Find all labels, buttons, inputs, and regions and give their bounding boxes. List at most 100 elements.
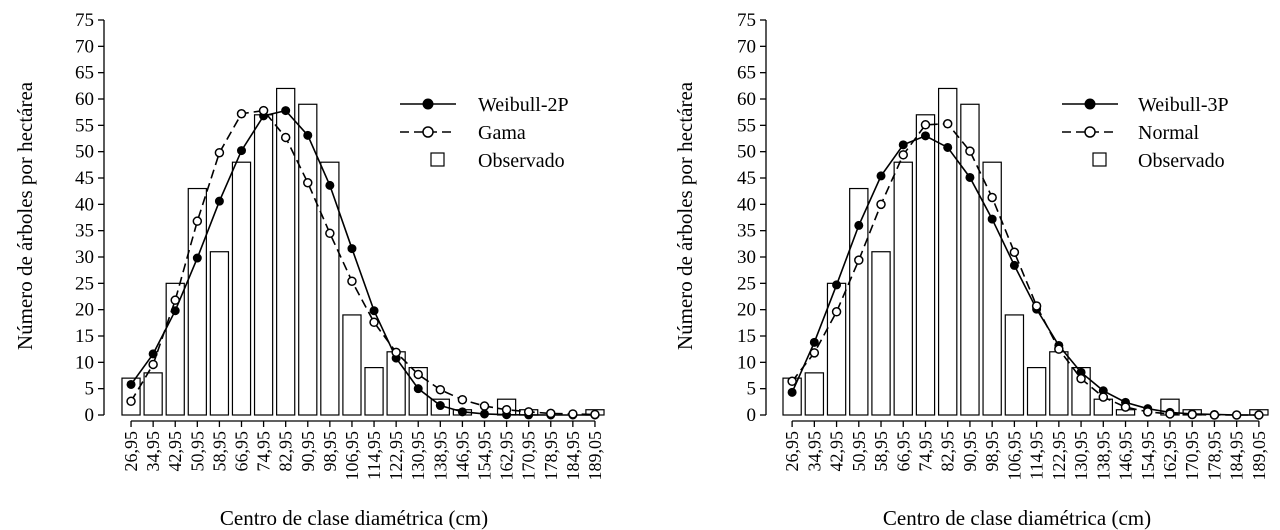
bar bbox=[143, 372, 163, 416]
x-tick-label: 98,95 bbox=[982, 431, 1002, 472]
chart-panel-left: Número de árboles por hectárea Centro de… bbox=[13, 10, 605, 530]
x-tick-label: 122,95 bbox=[386, 431, 406, 481]
data-point-open bbox=[501, 404, 512, 415]
data-point-open bbox=[787, 376, 797, 387]
data-point-open bbox=[435, 384, 446, 395]
x-tick-label: 130,95 bbox=[408, 431, 428, 481]
data-point-filled bbox=[148, 349, 158, 359]
x-tick-label: 42,95 bbox=[165, 431, 185, 472]
bar bbox=[1026, 367, 1047, 416]
bar bbox=[165, 282, 185, 416]
data-point-open bbox=[192, 216, 203, 226]
bar bbox=[209, 251, 230, 416]
data-point-open bbox=[523, 407, 534, 417]
y-tick-label: 0 bbox=[85, 405, 95, 426]
x-tick-label: 66,95 bbox=[232, 431, 252, 472]
y-tick-label: 40 bbox=[737, 194, 756, 215]
y-tick-label: 60 bbox=[75, 89, 94, 110]
series-line-solid bbox=[791, 134, 1259, 416]
x-tick-label: 130,95 bbox=[1071, 431, 1091, 481]
y-tick-label: 20 bbox=[75, 300, 94, 321]
y-tick-label: 65 bbox=[75, 63, 94, 84]
y-tick-label: 25 bbox=[75, 273, 94, 294]
data-point-open bbox=[920, 120, 931, 130]
data-point-filled bbox=[987, 214, 997, 224]
y-tick-label: 50 bbox=[75, 142, 94, 163]
y-tick-label: 75 bbox=[75, 10, 94, 31]
y-tick-label: 75 bbox=[737, 10, 756, 31]
x-tick-label: 58,95 bbox=[871, 431, 891, 472]
data-point-open bbox=[1254, 410, 1264, 420]
legend-swatch-box bbox=[430, 152, 445, 167]
x-tick-label: 114,95 bbox=[1027, 431, 1047, 480]
bar bbox=[320, 161, 340, 416]
x-tick-label: 184,95 bbox=[1227, 431, 1247, 481]
data-point-open bbox=[876, 199, 886, 210]
data-point-open bbox=[457, 394, 468, 405]
data-point-open bbox=[479, 401, 490, 411]
x-tick-label: 154,95 bbox=[1138, 431, 1158, 481]
x-tick-label: 26,95 bbox=[782, 431, 802, 472]
y-tick-label: 30 bbox=[737, 247, 756, 268]
x-tick-label: 82,95 bbox=[938, 431, 958, 472]
y-tick-label: 50 bbox=[737, 142, 756, 163]
x-tick-label: 178,95 bbox=[1204, 431, 1224, 481]
data-point-open bbox=[809, 348, 820, 358]
y-tick-label: 60 bbox=[737, 89, 756, 110]
x-tick-label: 162,95 bbox=[497, 431, 517, 481]
legend-label: Weibull-2P bbox=[478, 94, 569, 116]
data-point-open bbox=[898, 150, 908, 160]
data-point-open bbox=[1143, 407, 1153, 417]
bar bbox=[276, 87, 296, 416]
data-point-open bbox=[1054, 344, 1064, 354]
y-tick-label: 15 bbox=[737, 326, 756, 347]
y-tick-label: 55 bbox=[737, 115, 756, 136]
legend-marker-filled bbox=[422, 98, 434, 110]
data-point-open bbox=[170, 295, 180, 305]
data-point-filled bbox=[170, 306, 180, 316]
bar bbox=[1004, 314, 1025, 416]
y-tick-label: 20 bbox=[737, 300, 756, 321]
data-point-filled bbox=[347, 244, 357, 254]
chart-panel-right: Número de árboles por hectárea Centro de… bbox=[673, 10, 1269, 530]
legend-label: Observado bbox=[478, 150, 565, 172]
x-tick-label: 74,95 bbox=[254, 431, 274, 472]
data-point-filled bbox=[832, 280, 842, 290]
legend-swatch-box bbox=[1092, 152, 1107, 167]
bar bbox=[937, 87, 958, 416]
x-tick-label: 106,95 bbox=[1004, 431, 1024, 481]
data-point-open bbox=[1076, 373, 1086, 384]
x-tick-label: 170,95 bbox=[1182, 431, 1202, 481]
data-point-filled bbox=[214, 196, 224, 206]
legend-label: Normal bbox=[1138, 122, 1200, 144]
legend: Weibull-3P Normal Observado bbox=[1062, 94, 1229, 172]
data-point-open bbox=[942, 119, 953, 129]
data-point-filled bbox=[192, 253, 202, 263]
y-tick-label: 70 bbox=[737, 36, 756, 57]
data-point-filled bbox=[281, 106, 291, 116]
y-tick-label: 35 bbox=[75, 221, 94, 242]
x-tick-label: 90,95 bbox=[960, 431, 980, 472]
data-point-filled bbox=[943, 142, 953, 152]
data-point-filled bbox=[126, 379, 136, 389]
y-tick-label: 70 bbox=[75, 36, 94, 57]
x-tick-label: 50,95 bbox=[187, 431, 207, 472]
data-point-filled bbox=[898, 140, 908, 150]
x-axis-label: Centro de clase diamétrica (cm) bbox=[883, 506, 1151, 530]
data-point-filled bbox=[369, 306, 379, 316]
bar bbox=[893, 161, 913, 416]
x-tick-label: 189,05 bbox=[1249, 431, 1269, 481]
x-axis-label: Centro de clase diamétrica (cm) bbox=[220, 506, 488, 530]
y-tick-label: 10 bbox=[75, 352, 94, 373]
data-point-open bbox=[325, 228, 335, 239]
bar bbox=[253, 114, 274, 416]
data-point-filled bbox=[876, 171, 886, 181]
y-tick-label: 45 bbox=[737, 168, 756, 189]
x-tick-label: 178,95 bbox=[541, 431, 561, 481]
data-point-filled bbox=[237, 146, 246, 156]
data-point-open bbox=[280, 132, 291, 143]
data-point-open bbox=[546, 408, 556, 419]
data-point-open bbox=[1009, 247, 1020, 258]
data-point-filled bbox=[457, 407, 467, 417]
